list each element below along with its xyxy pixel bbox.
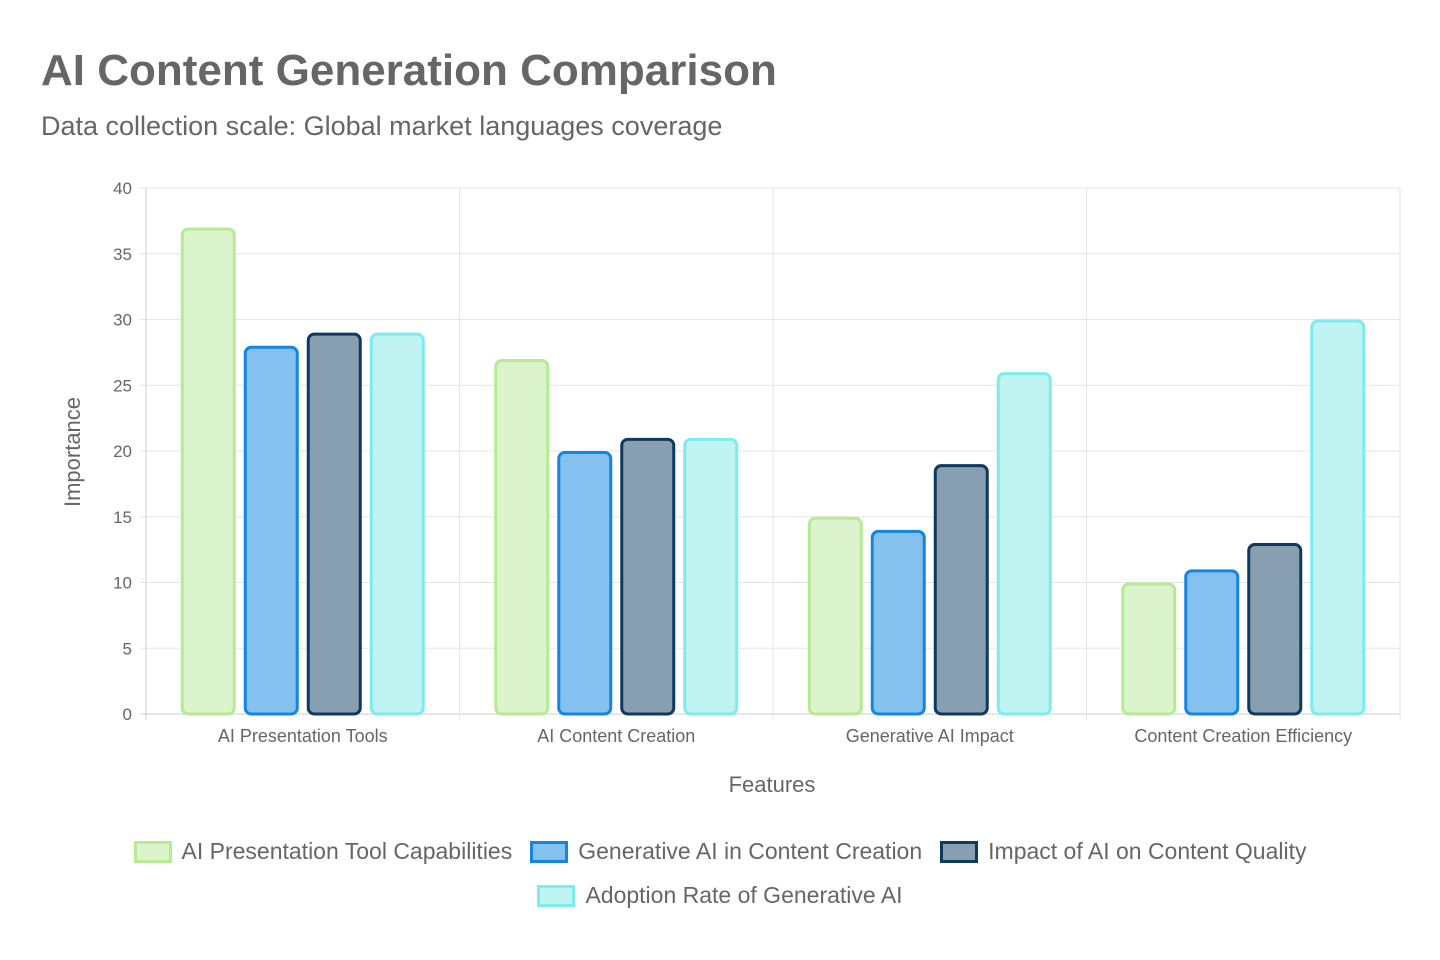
x-tick-label: AI Presentation Tools [218,726,388,746]
y-tick-label: 10 [113,574,132,593]
legend-label: Impact of AI on Content Quality [988,838,1307,864]
y-axis-title: Importance [60,397,85,507]
bar[interactable] [1247,543,1303,716]
legend-item[interactable]: Adoption Rate of Generative AI [537,882,903,909]
y-tick-label: 15 [113,508,132,527]
legend: AI Presentation Tool Capabilities Generat… [0,838,1440,865]
bar[interactable] [557,451,613,716]
bar[interactable] [620,437,676,716]
bar[interactable] [996,372,1052,716]
bar[interactable] [1121,582,1177,716]
bars [180,227,1366,716]
chart-title: AI Content Generation Comparison [41,46,777,95]
bar[interactable] [180,227,236,716]
y-tick-label: 5 [123,639,132,658]
y-tick-label: 25 [113,376,132,395]
x-tick-label: Generative AI Impact [846,726,1014,746]
bar[interactable] [807,516,863,716]
x-tick-label: AI Content Creation [537,726,695,746]
y-tick-label: 30 [113,311,132,330]
legend-item[interactable]: Generative AI in Content Creation [530,838,922,865]
bar[interactable] [683,437,739,716]
bar[interactable] [494,358,550,716]
x-axis-title: Features [729,772,816,797]
legend-swatch [940,840,979,863]
y-tick-label: 35 [113,245,132,264]
bar[interactable] [243,345,299,716]
legend-item[interactable]: Impact of AI on Content Quality [940,838,1306,865]
bar[interactable] [933,464,989,716]
x-tick-label: Content Creation Efficiency [1134,726,1352,746]
axis-labels: 0 5 10 15 20 25 30 35 40 AI Presentation Tools AI … [113,179,1352,746]
legend-swatch [530,840,569,863]
y-tick-label: 40 [113,179,132,198]
legend-swatch [537,884,576,907]
legend-row-2: Adoption Rate of Generative AI [0,882,1440,909]
y-tick-label: 0 [123,705,132,724]
legend-label: Adoption Rate of Generative AI [585,882,903,908]
bar[interactable] [369,332,425,716]
legend-label: Generative AI in Content Creation [578,838,923,864]
y-tick-label: 20 [113,442,132,461]
legend-item[interactable]: AI Presentation Tool Capabilities [133,838,513,865]
bar[interactable] [306,332,362,716]
bar[interactable] [1310,319,1366,716]
chart-subtitle: Data collection scale: Global market lan… [41,111,723,141]
bar[interactable] [870,529,926,716]
legend-swatch [133,840,172,863]
bar[interactable] [1184,569,1240,716]
legend-label: AI Presentation Tool Capabilities [181,838,513,864]
